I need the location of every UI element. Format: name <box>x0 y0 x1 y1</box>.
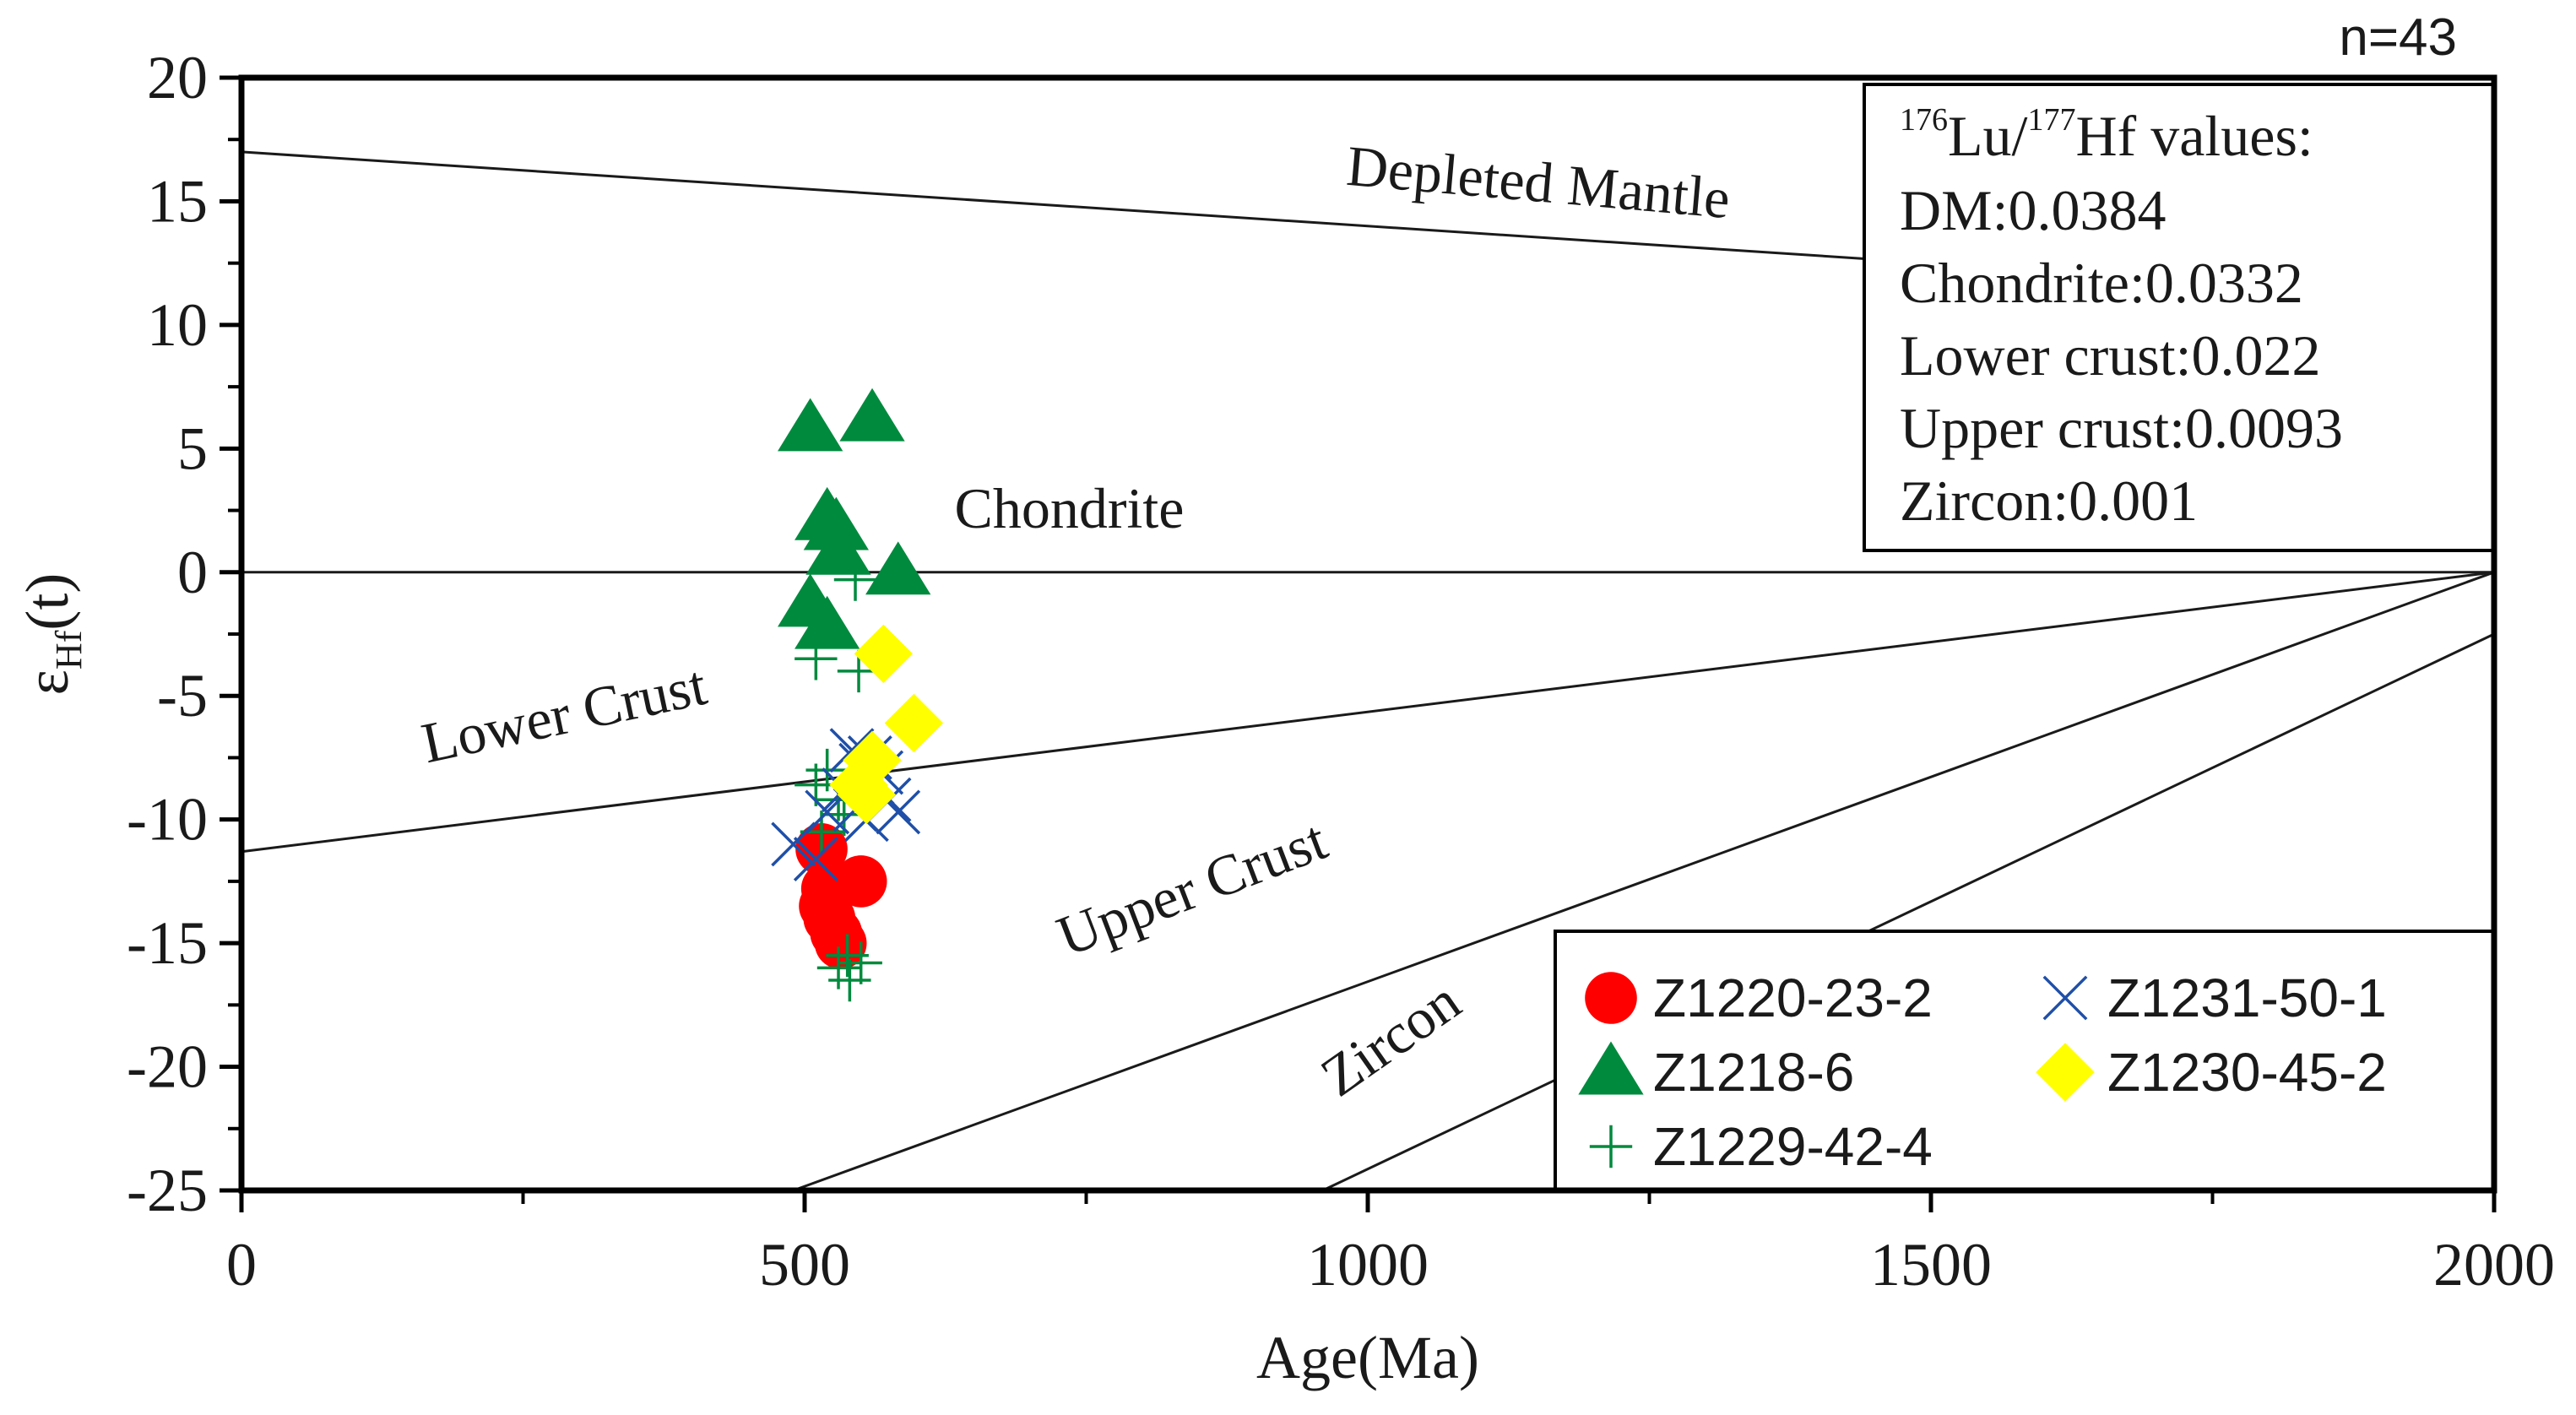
legend-items: Z1220-23-2 Z1231-50-1 Z1218-6 Z1230-45-2 Z12… <box>1578 968 2387 1177</box>
reference-line-lower-crust <box>241 571 2495 854</box>
y-tick-label: 20 <box>147 44 208 111</box>
data-point <box>794 595 860 649</box>
legend-frame <box>1554 930 2496 1192</box>
series-z1220-23-2 <box>795 823 887 969</box>
info-box-frame <box>1863 83 2496 552</box>
y-tick-label: -25 <box>127 1157 208 1224</box>
x-tick-label: 500 <box>759 1231 850 1298</box>
legend-marker-z1218-6 <box>1578 1041 1644 1095</box>
lu-symbol: Lu/ <box>1948 104 2028 168</box>
info-box-header: 176Lu/177Hf values: <box>1900 102 2313 168</box>
legend-item-z1230-45-2: Z1230-45-2 <box>2036 1042 2387 1103</box>
x-tick-label: 1000 <box>1307 1231 1429 1298</box>
hf-symbol-values: Hf values: <box>2075 104 2313 168</box>
y-tick-label: 5 <box>177 415 208 482</box>
legend-marker-z1229-42-4 <box>1589 1125 1633 1168</box>
series-z1230-45-2 <box>829 624 944 825</box>
info-box-line-chondrite: Chondrite:0.0332 <box>1900 251 2303 315</box>
y-tick-label: -5 <box>157 662 208 729</box>
data-point <box>803 496 869 550</box>
x-axis-ticks: 0 500 1000 1500 2000 <box>226 1190 2555 1298</box>
x-axis-label: Age(Ma) <box>1256 1324 1479 1391</box>
hf-mass-superscript: 177 <box>2027 102 2075 138</box>
legend-marker-z1231-50-1 <box>2042 975 2088 1021</box>
legend: Z1220-23-2 Z1231-50-1 Z1218-6 Z1230-45-2 Z12… <box>1554 930 2496 1192</box>
data-point <box>814 917 867 969</box>
x-tick-label: 0 <box>226 1231 257 1298</box>
y-axis-ticks: 20 15 10 5 0 -5 -10 -15 -20 -25 <box>127 44 241 1224</box>
y-axis-label-subscript: Hf <box>48 630 89 670</box>
data-point <box>839 388 905 442</box>
info-box-line-lower-crust: Lower crust:0.022 <box>1900 323 2321 388</box>
y-tick-label: -10 <box>127 786 208 854</box>
axes: 0 500 1000 1500 2000 20 15 10 5 0 -5 -10 -15 -20 -25 <box>127 44 2555 1298</box>
data-point <box>834 855 887 908</box>
y-tick-label: 10 <box>147 291 208 359</box>
data-point <box>794 637 838 680</box>
legend-label-z1231-50-1: Z1231-50-1 <box>2107 968 2387 1028</box>
data-points <box>771 388 944 1002</box>
y-tick-label: 15 <box>147 167 208 235</box>
x-tick-label: 2000 <box>2433 1231 2555 1298</box>
lu-mass-superscript: 176 <box>1900 102 1948 138</box>
info-box-line-zircon: Zircon:0.001 <box>1900 469 2198 533</box>
data-point <box>778 398 843 452</box>
lu-hf-info-box: 176Lu/177Hf values: DM:0.0384 Chondrite:… <box>1863 83 2496 552</box>
legend-item-z1218-6: Z1218-6 <box>1578 1041 1854 1103</box>
legend-item-z1220-23-2: Z1220-23-2 <box>1585 968 1933 1028</box>
y-tick-label: -15 <box>127 909 208 977</box>
y-axis-label: εHf(t) <box>14 573 89 696</box>
data-point <box>833 558 877 601</box>
data-point <box>828 958 871 1002</box>
legend-label-z1218-6: Z1218-6 <box>1653 1042 1854 1103</box>
y-axis-label-epsilon: ε <box>14 670 81 695</box>
legend-item-z1229-42-4: Z1229-42-4 <box>1589 1116 1933 1177</box>
legend-marker-z1220-23-2 <box>1585 972 1637 1024</box>
info-box-line-upper-crust: Upper crust:0.0093 <box>1900 396 2343 460</box>
data-point <box>865 541 931 595</box>
series-z1218-6 <box>778 388 931 649</box>
data-point <box>839 941 882 984</box>
reference-line-upper-crust <box>793 571 2495 1192</box>
legend-label-z1220-23-2: Z1220-23-2 <box>1653 968 1933 1028</box>
sample-count-label: n=43 <box>2339 8 2457 67</box>
y-tick-label: -20 <box>127 1033 208 1101</box>
info-box-line-dm: DM:0.0384 <box>1900 178 2166 242</box>
line-label-chondrite: Chondrite <box>955 476 1185 540</box>
legend-label-z1230-45-2: Z1230-45-2 <box>2107 1042 2387 1103</box>
x-tick-label: 1500 <box>1870 1231 1992 1298</box>
y-tick-label: 0 <box>177 539 208 606</box>
legend-label-z1229-42-4: Z1229-42-4 <box>1653 1116 1933 1177</box>
data-point <box>843 730 902 790</box>
data-point <box>793 837 838 881</box>
data-point <box>816 946 860 989</box>
legend-item-z1231-50-1: Z1231-50-1 <box>2042 968 2387 1028</box>
data-point <box>884 693 944 753</box>
data-point <box>854 624 914 684</box>
data-point <box>837 765 897 825</box>
legend-marker-z1230-45-2 <box>2036 1043 2095 1102</box>
reference-line-zircon <box>1321 632 2495 1192</box>
y-axis-label-tail: (t) <box>14 573 81 631</box>
